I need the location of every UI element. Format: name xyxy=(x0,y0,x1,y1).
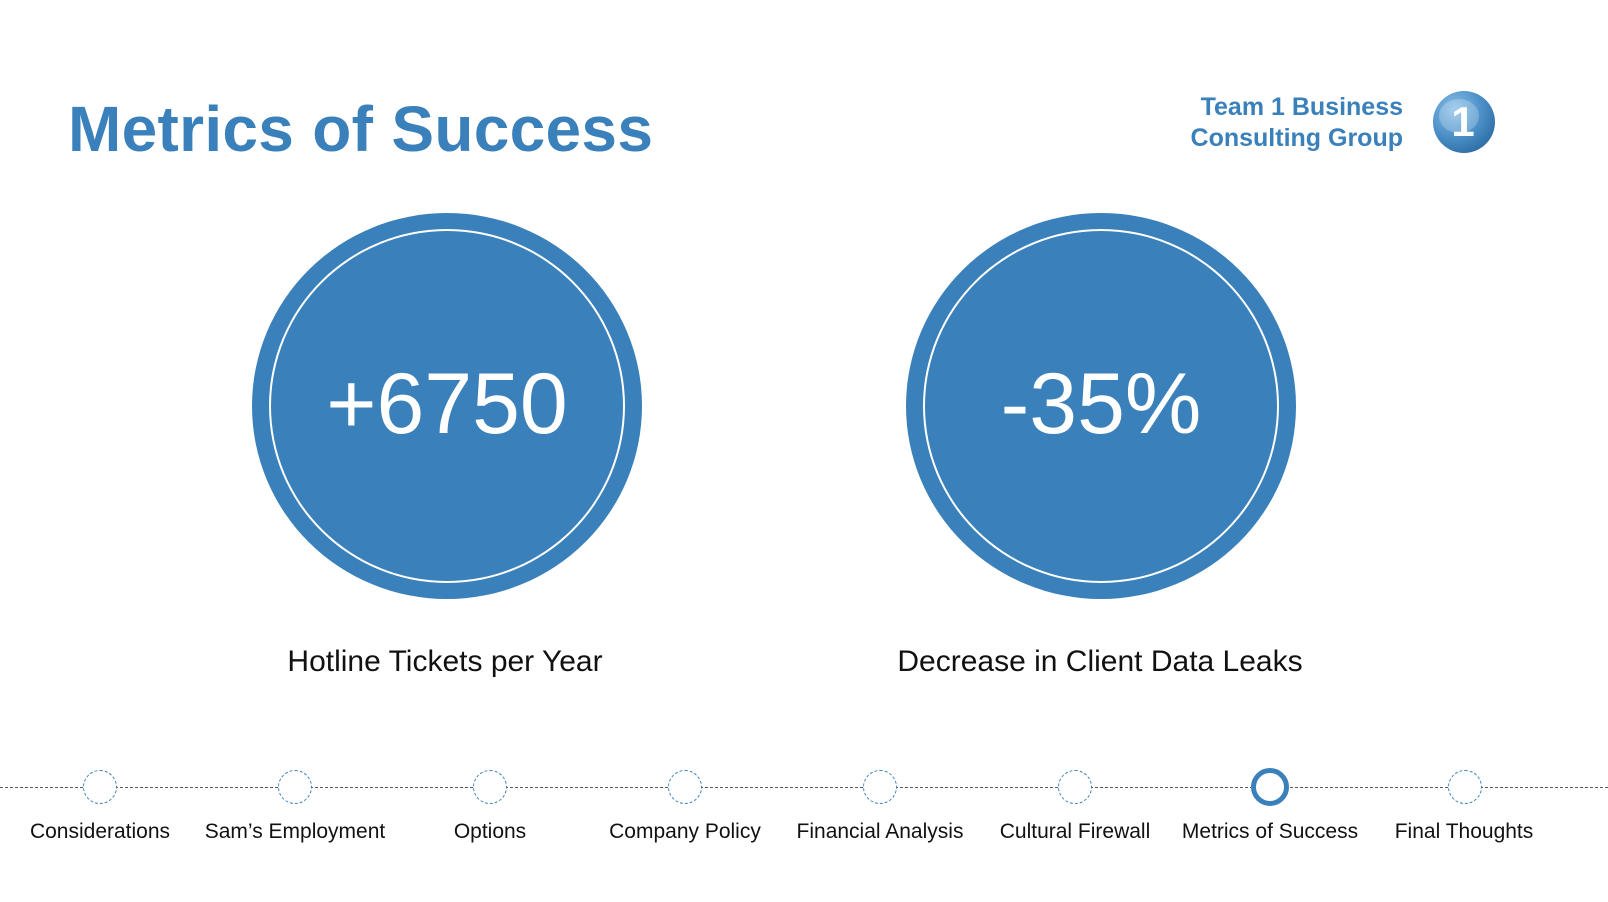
timeline-node-final-thoughts[interactable] xyxy=(1448,770,1482,804)
timeline-label[interactable]: Financial Analysis xyxy=(796,820,964,843)
metric-ring xyxy=(269,229,625,583)
brand-name: Team 1 Business Consulting Group xyxy=(1191,92,1403,154)
metric-value: +6750 xyxy=(326,356,568,452)
timeline-label[interactable]: Company Policy xyxy=(609,820,761,843)
timeline-label[interactable]: Metrics of Success xyxy=(1181,820,1359,843)
logo-number: 1 xyxy=(1451,98,1474,145)
timeline-label[interactable]: Considerations xyxy=(29,820,171,843)
page-title: Metrics of Success xyxy=(68,93,654,165)
timeline-node-metrics-of-success[interactable] xyxy=(1251,768,1289,806)
timeline-label[interactable]: Options xyxy=(453,820,527,843)
metric-value: -35% xyxy=(1000,356,1202,452)
brand-name-line-2: Consulting Group xyxy=(1190,124,1403,152)
metric-circle-data-leaks: -35% xyxy=(906,213,1296,599)
team-logo-icon: 1 xyxy=(1433,91,1495,153)
timeline-node-considerations[interactable] xyxy=(83,770,117,804)
timeline-node-financial-analysis[interactable] xyxy=(863,770,897,804)
timeline-node-options[interactable] xyxy=(473,770,507,804)
timeline-track xyxy=(0,787,1608,788)
brand-name-line-1: Team 1 Business xyxy=(1200,93,1403,121)
timeline-label[interactable]: Cultural Firewall xyxy=(999,820,1151,843)
metric-ring xyxy=(923,229,1279,583)
timeline-label[interactable]: Final Thoughts xyxy=(1394,820,1534,843)
timeline-node-sams-employment[interactable] xyxy=(278,770,312,804)
timeline-label[interactable]: Sam’s Employment xyxy=(204,820,386,843)
timeline-node-cultural-firewall[interactable] xyxy=(1058,770,1092,804)
timeline-node-company-policy[interactable] xyxy=(668,770,702,804)
metric-circle-hotline: +6750 xyxy=(252,213,642,599)
metric-label: Hotline Tickets per Year xyxy=(287,645,603,678)
metric-label: Decrease in Client Data Leaks xyxy=(897,645,1303,678)
